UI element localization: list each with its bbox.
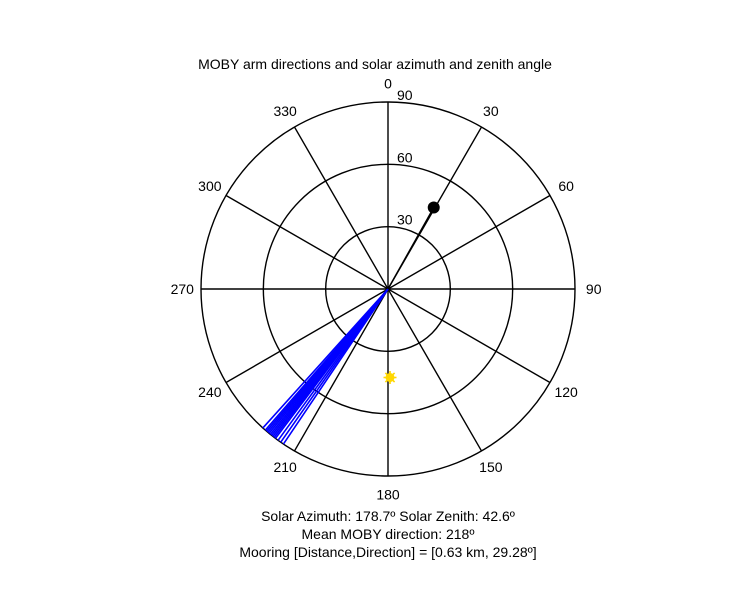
angle-tick-label-270: 270 xyxy=(171,281,195,297)
radial-tick-label-30: 30 xyxy=(397,212,413,228)
chart-title: MOBY arm directions and solar azimuth an… xyxy=(198,56,552,72)
mooring-marker xyxy=(427,201,440,214)
angle-tick-label-30: 30 xyxy=(483,103,499,119)
angle-tick-label-330: 330 xyxy=(273,103,297,119)
sun-ray xyxy=(389,372,396,379)
moby-direction-caption: Mean MOBY direction: 218º xyxy=(301,526,475,542)
radial-tick-label-60: 60 xyxy=(397,149,413,165)
angle-tick-label-180: 180 xyxy=(376,487,400,503)
angle-tick-label-120: 120 xyxy=(554,384,578,400)
angle-tick-label-60: 60 xyxy=(558,178,574,194)
mooring-caption: Mooring [Distance,Direction] = [0.63 km,… xyxy=(239,544,537,560)
radial-tick-label-90: 90 xyxy=(397,87,413,103)
arm-direction-line xyxy=(265,288,389,432)
mooring-direction-line xyxy=(387,207,435,290)
arm-direction-line xyxy=(262,288,389,429)
polar-data xyxy=(262,201,440,445)
solar-caption: Solar Azimuth: 178.7º Solar Zenith: 42.6… xyxy=(261,508,515,524)
polar-labels: 0 30 60 90 120 150 180 210 240 270 300 330 30 60 90 xyxy=(171,75,602,502)
angle-tick-label-210: 210 xyxy=(273,459,297,475)
arm-direction-line xyxy=(273,288,389,438)
angle-tick-label-90: 90 xyxy=(586,281,602,297)
angle-tick-label-0: 0 xyxy=(384,75,392,91)
angle-tick-label-150: 150 xyxy=(479,459,503,475)
angle-tick-label-300: 300 xyxy=(198,178,222,194)
angle-tick-label-240: 240 xyxy=(198,384,222,400)
